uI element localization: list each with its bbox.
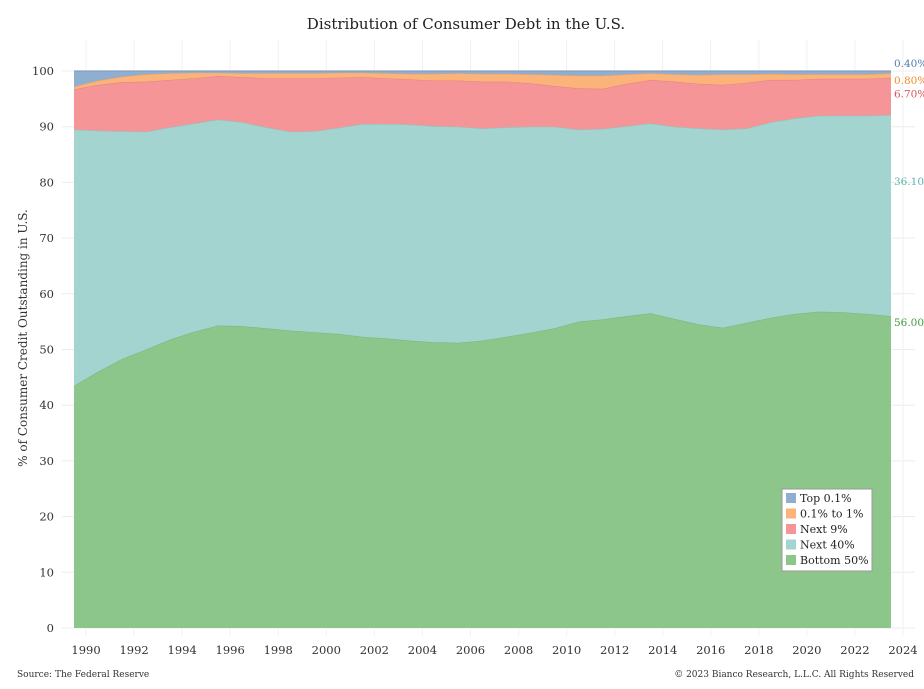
legend-swatch [786, 508, 796, 519]
legend-entry: Next 40% [800, 539, 855, 552]
x-tick-label: 1998 [264, 643, 293, 657]
x-tick-label: 2020 [792, 643, 821, 657]
legend-swatch [786, 524, 796, 534]
x-tick-label: 2016 [696, 643, 725, 657]
y-tick-label: 60 [39, 287, 54, 301]
x-tick-label: 1994 [168, 643, 197, 657]
x-tick-label: 2024 [888, 643, 917, 657]
chart-title: Distribution of Consumer Debt in the U.S… [307, 15, 625, 33]
x-axis-ticks: 1990 1992 1994 1996 1998 2000 2002 2004 2006 2008… [71, 643, 917, 657]
end-label: 0.80% [894, 75, 924, 87]
area-next-40 [74, 115, 891, 386]
legend-box [781, 488, 873, 572]
y-tick-label: 40 [39, 398, 54, 412]
end-label: 0.40% [894, 58, 924, 70]
y-tick-label: 20 [39, 510, 54, 524]
x-tick-label: 2002 [360, 643, 389, 657]
legend-swatch [786, 539, 796, 550]
legend-swatch [786, 493, 796, 503]
area-top-0-1 [74, 71, 891, 87]
legend-entry: Top 0.1% [800, 492, 852, 505]
x-tick-label: 2000 [312, 643, 341, 657]
x-tick-label: 1996 [216, 643, 245, 657]
x-tick-label: 2004 [408, 643, 437, 657]
end-label: 6.70% [894, 89, 924, 101]
x-tick-label: 1992 [119, 643, 148, 657]
legend-entry: Bottom 50% [800, 554, 869, 567]
areas [73, 70, 892, 628]
y-tick-label: 90 [39, 120, 54, 134]
area-0-1-to-1 [74, 72, 891, 90]
x-tick-label: 2018 [744, 643, 773, 657]
y-tick-label: 100 [32, 64, 54, 78]
y-tick-label: 0 [47, 621, 54, 635]
x-tick-label: 2012 [600, 643, 629, 657]
y-tick-label: 80 [39, 175, 54, 189]
end-labels: 0.40% 0.80% 6.70% 36.10% 56.00% [894, 58, 924, 329]
x-tick-label: 2008 [504, 643, 533, 657]
y-tick-label: 50 [39, 343, 54, 357]
legend-swatch [786, 555, 796, 565]
y-tick-label: 10 [39, 565, 54, 579]
x-tick-label: 2006 [456, 643, 485, 657]
x-tick-label: 2010 [552, 643, 581, 657]
y-tick-label: 30 [39, 454, 54, 468]
copyright-note: © 2023 Bianco Research, L.L.C. All Right… [674, 670, 914, 680]
end-label: 36.10% [894, 176, 924, 188]
legend-entry: Next 9% [800, 523, 848, 536]
end-label: 56.00% [894, 317, 924, 329]
area-next-9 [74, 76, 891, 132]
y-axis-label: % of Consumer Credit Outstanding in U.S. [16, 209, 30, 467]
x-tick-label: 2014 [648, 643, 677, 657]
x-tick-label: 2022 [840, 643, 869, 657]
legend: Top 0.1% 0.1% to 1% Next 9% Next 40% Bottom … [781, 488, 873, 572]
area-bottom-50 [74, 311, 891, 628]
x-tick-label: 1990 [71, 643, 100, 657]
legend-entry: 0.1% to 1% [800, 508, 863, 521]
y-tick-label: 70 [39, 231, 54, 245]
y-axis-ticks: 0 10 20 30 40 50 60 70 80 90 100 [32, 64, 54, 635]
source-note: Source: The Federal Reserve [17, 670, 150, 680]
